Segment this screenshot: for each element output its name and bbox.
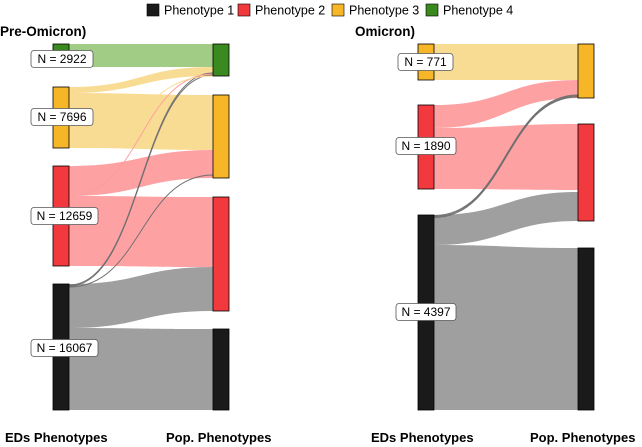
axis-label-right: Pop. Phenotypes xyxy=(530,430,635,445)
legend-label: Phenotype 3 xyxy=(349,4,419,18)
flow-thread xyxy=(68,174,214,288)
legend-swatch xyxy=(425,3,439,17)
flow-ribbon xyxy=(69,67,213,93)
flow-thread xyxy=(68,72,214,286)
right-node xyxy=(577,123,595,222)
axis-label-left: EDs Phenotypes xyxy=(371,430,474,445)
legend-swatch xyxy=(146,3,160,17)
panel-title: Omicron) xyxy=(355,24,415,39)
count-label: N = 16067 xyxy=(37,341,93,355)
axis-label-right: Pop. Phenotypes xyxy=(166,430,271,445)
flow-ribbon xyxy=(434,245,578,410)
legend-swatch xyxy=(237,3,251,17)
count-label-box xyxy=(30,207,99,225)
count-label: N = 1890 xyxy=(401,139,450,153)
flow-ribbon xyxy=(69,44,213,67)
right-node xyxy=(212,43,230,77)
flow-ribbon xyxy=(434,192,578,245)
flow-ribbon xyxy=(69,267,213,328)
flow-ribbon xyxy=(434,80,578,128)
count-label-box xyxy=(395,137,457,155)
right-node xyxy=(212,196,230,312)
flow-ribbon xyxy=(434,44,578,80)
panel-title: Pre-Omicron) xyxy=(0,24,86,39)
right-node xyxy=(577,247,595,411)
legend-label: Phenotype 4 xyxy=(443,4,513,18)
flow-ribbon xyxy=(69,93,213,150)
axis-label-left: EDs Phenotypes xyxy=(5,430,108,445)
flow-ribbon xyxy=(69,150,213,196)
right-node xyxy=(212,94,230,179)
flow-thread xyxy=(68,74,214,287)
flow-thread xyxy=(433,96,579,218)
count-label-box xyxy=(397,53,454,71)
legend-label: Phenotype 2 xyxy=(255,4,325,18)
count-label: N = 7696 xyxy=(37,110,86,124)
flow-thread xyxy=(68,75,214,148)
count-label: N = 2922 xyxy=(37,52,86,66)
count-label: N = 12659 xyxy=(37,209,93,223)
right-node xyxy=(212,328,230,411)
flow-thread xyxy=(433,94,579,216)
flow-ribbon xyxy=(69,328,213,410)
count-label-box xyxy=(30,108,94,126)
flow-thread xyxy=(433,95,579,217)
count-label-box xyxy=(395,303,457,321)
right-node xyxy=(577,43,595,99)
legend-label: Phenotype 1 xyxy=(164,4,234,18)
count-label: N = 4397 xyxy=(401,305,450,319)
count-label: N = 771 xyxy=(404,55,447,69)
count-label-box xyxy=(30,50,94,68)
count-label-box xyxy=(30,339,99,357)
legend-swatch xyxy=(331,3,345,17)
